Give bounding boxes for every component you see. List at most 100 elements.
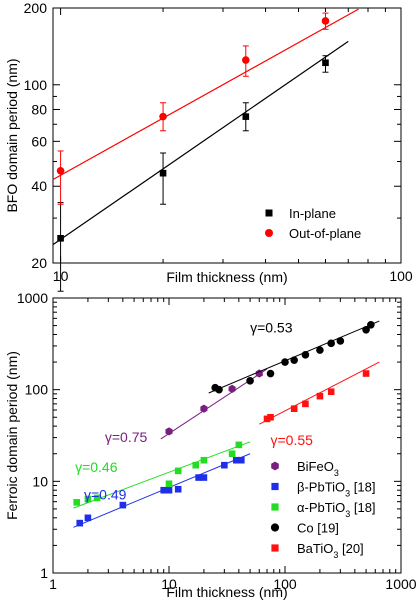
bottom-series-co bbox=[208, 320, 380, 394]
legend-label: In-plane bbox=[289, 206, 336, 221]
data-point bbox=[290, 405, 298, 412]
legend-label: α-PbTiO3 [18] bbox=[297, 500, 376, 519]
top-plot-frame bbox=[52, 7, 402, 264]
bottom-x-axis-label: Film thickness (nm) bbox=[166, 584, 287, 600]
data-point bbox=[336, 337, 345, 345]
bottom-y-tick-label: 1 bbox=[40, 565, 48, 581]
data-point bbox=[57, 234, 64, 242]
data-point bbox=[84, 514, 92, 522]
top-y-tick-label: 80 bbox=[31, 101, 47, 117]
bottom-x-tick-label: 10 bbox=[161, 576, 177, 592]
bottom-series-batio3 bbox=[259, 361, 380, 425]
data-point bbox=[200, 456, 208, 464]
bottom-y-tick-label: 10 bbox=[32, 473, 48, 489]
data-point bbox=[290, 356, 298, 364]
data-point bbox=[302, 400, 309, 408]
data-point bbox=[174, 467, 182, 475]
legend-label: β-PbTiO3 [18] bbox=[297, 480, 375, 499]
legend-marker bbox=[271, 482, 279, 491]
top-y-axis-label: BFO domain period (nm) bbox=[4, 58, 20, 212]
data-point bbox=[242, 113, 250, 120]
data-point bbox=[301, 351, 310, 359]
data-point bbox=[165, 427, 173, 436]
data-point bbox=[241, 56, 250, 64]
fit-line bbox=[73, 441, 251, 509]
legend-label: BiFeO3 bbox=[297, 459, 339, 478]
data-point bbox=[76, 519, 84, 527]
top-series-in-plane bbox=[52, 40, 349, 292]
data-point bbox=[327, 388, 335, 396]
data-point bbox=[267, 413, 274, 421]
data-point bbox=[237, 456, 245, 464]
data-point bbox=[266, 369, 275, 378]
data-point bbox=[316, 346, 324, 354]
top-series-out-of-plane bbox=[52, 8, 359, 205]
data-point bbox=[159, 112, 167, 121]
bottom-series-beta-pbtio3 bbox=[73, 453, 251, 528]
data-point bbox=[367, 321, 375, 329]
top-x-tick-label: 100 bbox=[389, 268, 413, 284]
legend-label: Co [19] bbox=[297, 521, 339, 536]
data-point bbox=[73, 499, 80, 506]
data-point bbox=[174, 485, 182, 493]
data-point bbox=[327, 339, 335, 348]
data-point bbox=[200, 474, 208, 481]
bottom-plot-frame bbox=[52, 297, 402, 574]
data-point bbox=[160, 486, 167, 494]
top-y-tick-label: 40 bbox=[31, 178, 47, 194]
top-x-axis-label: Film thickness (nm) bbox=[166, 269, 287, 285]
data-point bbox=[221, 461, 228, 469]
data-point bbox=[321, 17, 330, 25]
data-point bbox=[316, 392, 324, 400]
legend-marker bbox=[271, 461, 279, 471]
data-point bbox=[362, 370, 370, 377]
bottom-y-tick-label: 100 bbox=[25, 382, 49, 398]
data-point bbox=[84, 495, 92, 503]
data-point bbox=[228, 450, 236, 458]
legend-label: Out-of-plane bbox=[289, 226, 361, 241]
data-point bbox=[263, 415, 271, 423]
legend-marker bbox=[265, 209, 273, 217]
data-point bbox=[281, 358, 289, 366]
data-point bbox=[235, 441, 243, 449]
gamma-annotation: γ=0.53 bbox=[250, 320, 293, 336]
data-point bbox=[228, 384, 236, 393]
top-y-tick-label: 60 bbox=[31, 133, 47, 149]
fit-line bbox=[52, 40, 349, 246]
gamma-annotation: γ=0.55 bbox=[271, 432, 314, 448]
data-point bbox=[119, 501, 127, 509]
data-point bbox=[56, 166, 65, 175]
bottom-chart: 1 10 100 1000 1 10 100 1000 Film thickness (nm) F… bbox=[4, 290, 417, 600]
data-point bbox=[192, 461, 200, 469]
data-point bbox=[159, 169, 167, 177]
data-point bbox=[200, 404, 208, 413]
data-point bbox=[93, 494, 101, 502]
bottom-y-axis-label: Ferroic domain period (nm) bbox=[4, 351, 20, 520]
fit-line bbox=[52, 8, 359, 181]
legend-label: BaTiO3 [20] bbox=[297, 541, 364, 560]
data-point bbox=[362, 325, 370, 334]
gamma-annotation: γ=0.49 bbox=[84, 487, 127, 503]
legend-marker bbox=[271, 544, 279, 552]
top-y-tick-label: 200 bbox=[24, 0, 48, 16]
legend-marker bbox=[271, 503, 279, 511]
bottom-x-tick-label: 1 bbox=[49, 576, 57, 592]
top-y-tick-label: 20 bbox=[31, 255, 47, 271]
top-legend: In-plane Out-of-plane bbox=[265, 206, 361, 241]
data-point bbox=[246, 376, 254, 385]
data-point bbox=[215, 385, 223, 394]
gamma-annotation: γ=0.46 bbox=[75, 459, 118, 475]
data-point bbox=[165, 486, 173, 494]
bottom-legend: BiFeO3 β-PbTiO3 [18]α-PbTiO3 [18] Co [19] B… bbox=[270, 459, 376, 560]
gamma-annotation: γ=0.75 bbox=[105, 429, 148, 445]
bottom-x-tick-label: 1000 bbox=[385, 576, 416, 592]
bottom-y-tick-label: 1000 bbox=[17, 290, 48, 306]
bottom-x-tick-label: 100 bbox=[273, 576, 297, 592]
data-point bbox=[232, 456, 240, 464]
data-point bbox=[322, 59, 329, 67]
bottom-series-alpha-pbtio3 bbox=[73, 441, 251, 509]
data-point bbox=[165, 480, 173, 488]
legend-marker bbox=[270, 523, 280, 532]
